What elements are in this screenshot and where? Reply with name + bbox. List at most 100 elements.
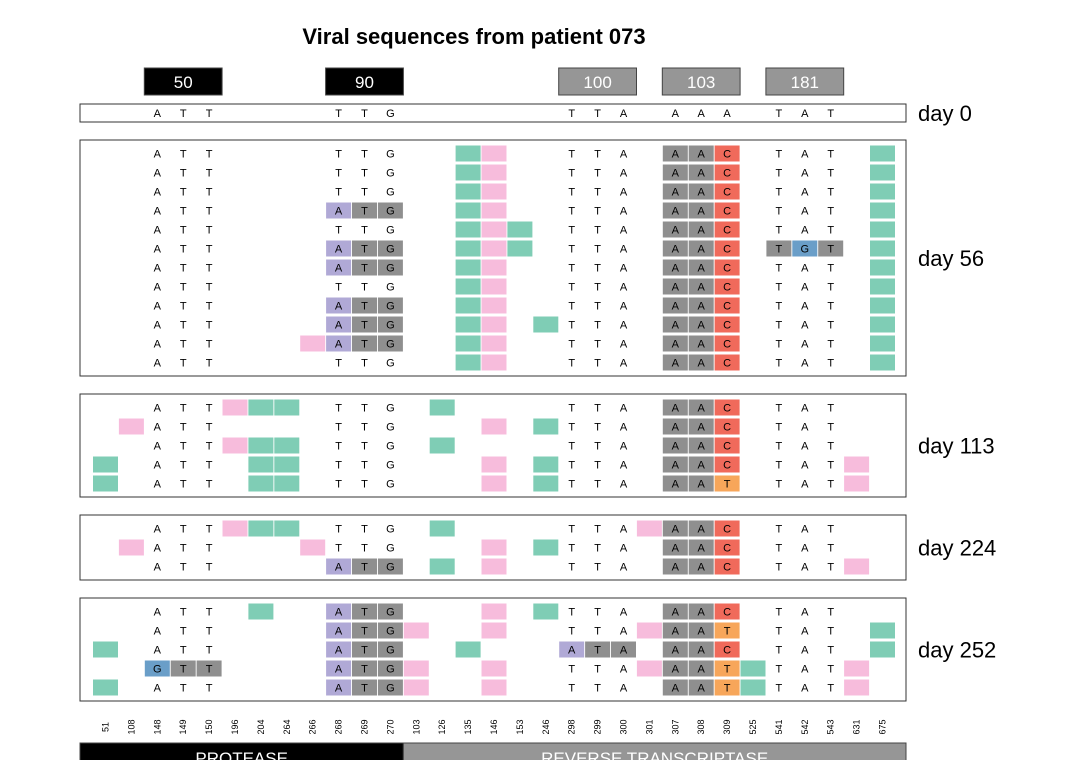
base-letter: A — [672, 320, 680, 332]
base-letter: A — [801, 206, 809, 218]
mutation-cell — [688, 145, 714, 162]
base-letter: T — [206, 524, 213, 536]
base-letter: A — [698, 664, 706, 676]
position-label: 126 — [437, 719, 447, 734]
codon-header-box — [325, 67, 404, 96]
base-letter: T — [361, 645, 368, 657]
base-letter: A — [154, 562, 162, 574]
base-letter: C — [723, 607, 731, 619]
mutation-cell — [714, 520, 740, 537]
codon-header-box — [143, 67, 223, 96]
base-letter: T — [776, 301, 783, 313]
base-letter: C — [723, 301, 731, 313]
base-letter: A — [154, 358, 162, 370]
mutation-cell — [662, 183, 688, 200]
base-letter: A — [335, 320, 343, 332]
base-letter: T — [361, 543, 368, 555]
mutation-cell — [688, 278, 714, 295]
base-letter: T — [335, 108, 342, 120]
base-letter: A — [698, 562, 706, 574]
mutation-cell — [688, 520, 714, 537]
mutation-cell — [455, 316, 481, 333]
base-letter: T — [594, 645, 601, 657]
base-letter: T — [568, 108, 575, 120]
base-letter: T — [568, 543, 575, 555]
base-letter: A — [698, 683, 706, 695]
mutation-cell — [662, 354, 688, 371]
mutation-cell — [662, 641, 688, 658]
mutation-cell — [688, 399, 714, 416]
base-letter: T — [594, 524, 601, 536]
mutation-cell — [455, 259, 481, 276]
position-label: 308 — [696, 719, 706, 734]
base-letter: A — [672, 683, 680, 695]
mutation-cell — [144, 660, 170, 677]
base-letter: T — [827, 168, 834, 180]
base-letter: G — [386, 441, 395, 453]
mutation-cell — [585, 641, 611, 658]
mutation-cell — [352, 622, 377, 639]
base-letter: T — [568, 664, 575, 676]
base-letter: T — [180, 607, 187, 619]
base-letter: T — [776, 320, 783, 332]
mutation-cell — [93, 641, 118, 658]
base-letter: A — [672, 206, 680, 218]
mutation-cell — [377, 259, 403, 276]
base-letter: G — [386, 206, 395, 218]
mutation-cell — [481, 335, 507, 352]
mutation-cell — [326, 660, 352, 677]
base-letter: A — [672, 339, 680, 351]
base-letter: T — [361, 301, 368, 313]
mutation-cell — [455, 202, 481, 219]
codon-headers: 50 90 100 103 181 — [143, 67, 845, 96]
base-letter: A — [620, 562, 628, 574]
base-letter: T — [180, 664, 187, 676]
base-letter: A — [672, 108, 680, 120]
position-label: 301 — [644, 719, 654, 734]
mutation-cell — [870, 316, 895, 333]
base-letter: T — [180, 206, 187, 218]
base-letter: G — [386, 422, 395, 434]
base-letter: G — [386, 626, 395, 638]
base-letter: T — [180, 422, 187, 434]
base-letter: T — [827, 422, 834, 434]
base-letter: A — [620, 422, 628, 434]
position-label: 298 — [567, 719, 577, 734]
base-letter: T — [594, 187, 601, 199]
base-letter: A — [698, 403, 706, 415]
base-letter: T — [335, 422, 342, 434]
base-letter: T — [568, 460, 575, 472]
base-letter: T — [180, 543, 187, 555]
mutation-cell — [870, 183, 895, 200]
mutation-cell — [481, 221, 507, 238]
base-letter: A — [620, 607, 628, 619]
base-letter: T — [594, 225, 601, 237]
base-letter: T — [594, 206, 601, 218]
mutation-cell — [326, 622, 352, 639]
mutation-cell — [714, 221, 740, 238]
base-letter: A — [620, 460, 628, 472]
mutation-cell — [222, 399, 248, 416]
base-letter: G — [386, 524, 395, 536]
base-letter: T — [568, 282, 575, 294]
base-letter: A — [672, 282, 680, 294]
base-letter: A — [154, 282, 162, 294]
base-letter: T — [180, 645, 187, 657]
mutation-cell — [870, 641, 895, 658]
base-letter: A — [672, 263, 680, 275]
codon-label: 50 — [174, 73, 193, 92]
base-letter: T — [361, 149, 368, 161]
position-label: 246 — [541, 719, 551, 734]
base-letter: T — [568, 422, 575, 434]
base-letter: C — [723, 282, 731, 294]
base-letter: T — [206, 422, 213, 434]
base-letter: A — [154, 626, 162, 638]
mutation-cell — [248, 603, 274, 620]
base-letter: A — [154, 422, 162, 434]
mutation-cell — [844, 660, 870, 677]
base-letter: A — [698, 479, 706, 491]
base-letter: T — [827, 683, 834, 695]
